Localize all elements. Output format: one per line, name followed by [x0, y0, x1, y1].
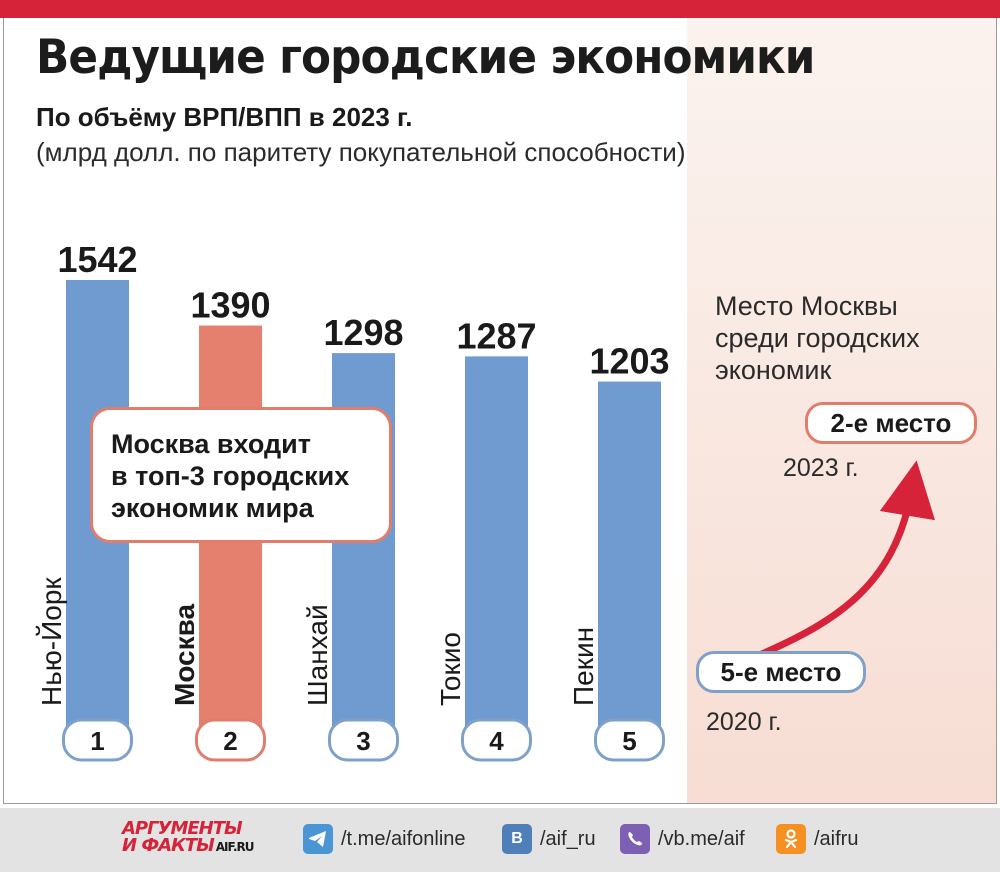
moscow-callout: Москва входит в топ-3 городских экономик…	[90, 407, 392, 543]
vk-link[interactable]: В /aif_ru	[502, 824, 596, 854]
city-label: Пекин	[568, 627, 599, 706]
bar-value-label: 1542	[57, 239, 137, 280]
city-label: Нью-Йорк	[36, 577, 67, 706]
logo-line-1: АРГУМЕНТЫ	[122, 818, 243, 839]
footer: АРГУМЕНТЫ И ФАКТЫ AIF.RU /t.me/aifonline …	[0, 808, 1000, 872]
callout-line-2: в топ-3 городских	[111, 461, 350, 491]
top-accent-stripe	[0, 0, 1000, 18]
rank-number: 2	[223, 726, 237, 756]
viber-icon	[620, 824, 650, 854]
rank-badge	[62, 718, 133, 762]
moscow-rank-title-line-1: Место Москвы	[715, 291, 898, 321]
aif-logo[interactable]: АРГУМЕНТЫ И ФАКТЫ AIF.RU	[122, 820, 254, 856]
telegram-icon	[303, 824, 333, 854]
viber-link-text: /vb.me/aif	[658, 827, 745, 850]
odnoklassniki-icon	[776, 824, 806, 854]
city-label: Москва	[169, 604, 200, 706]
vk-link-text: /aif_ru	[540, 827, 596, 850]
logo-line-2: И ФАКТЫ AIF.RU	[122, 837, 254, 856]
city-label: Шанхай	[302, 604, 333, 706]
callout-line-1: Москва входит	[111, 429, 311, 459]
moscow-rank-title: Место Москвы среди городских экономик	[715, 290, 920, 386]
rank-number: 3	[356, 726, 370, 756]
rank-improvement-arrow	[744, 460, 935, 664]
vk-icon: В	[502, 824, 532, 854]
bar-5	[598, 381, 661, 742]
bar-value-label: 1298	[323, 312, 403, 353]
chart-subtitle: По объёму ВРП/ВПП в 2023 г.	[36, 102, 413, 132]
rank-badge-2020: 5-е место	[696, 651, 866, 693]
chart-title: Ведущие городские экономики	[36, 30, 815, 85]
rank-badge	[461, 718, 532, 762]
logo-line-2-text: И ФАКТЫ	[122, 835, 215, 856]
odnoklassniki-link-text: /aifru	[814, 827, 859, 850]
rank-number: 5	[622, 726, 636, 756]
telegram-link-text: /t.me/aifonline	[341, 827, 466, 850]
telegram-link[interactable]: /t.me/aifonline	[303, 824, 466, 854]
moscow-rank-title-line-3: экономик	[715, 355, 832, 385]
bar-value-label: 1287	[456, 315, 536, 356]
rank-badge-2023: 2-е место	[805, 402, 977, 444]
logo-domain: AIF.RU	[215, 840, 255, 854]
callout-line-3: экономик мира	[111, 493, 314, 523]
bar-4	[465, 356, 528, 742]
rank-year-2020: 2020 г.	[706, 708, 782, 736]
rank-badge	[195, 718, 266, 762]
rank-number: 1	[90, 726, 104, 756]
odnoklassniki-link[interactable]: /aifru	[776, 824, 858, 854]
bar-value-label: 1203	[589, 341, 669, 382]
city-label: Токио	[435, 632, 466, 706]
rank-badge	[594, 718, 665, 762]
rank-number: 4	[489, 726, 504, 756]
rank-year-2023: 2023 г.	[783, 454, 859, 482]
viber-link[interactable]: /vb.me/aif	[620, 824, 745, 854]
chart-units: (млрд долл. по паритету покупательной сп…	[36, 137, 686, 167]
bar-value-label: 1390	[190, 285, 270, 326]
moscow-rank-title-line-2: среди городских	[715, 323, 920, 353]
rank-badge	[328, 718, 399, 762]
